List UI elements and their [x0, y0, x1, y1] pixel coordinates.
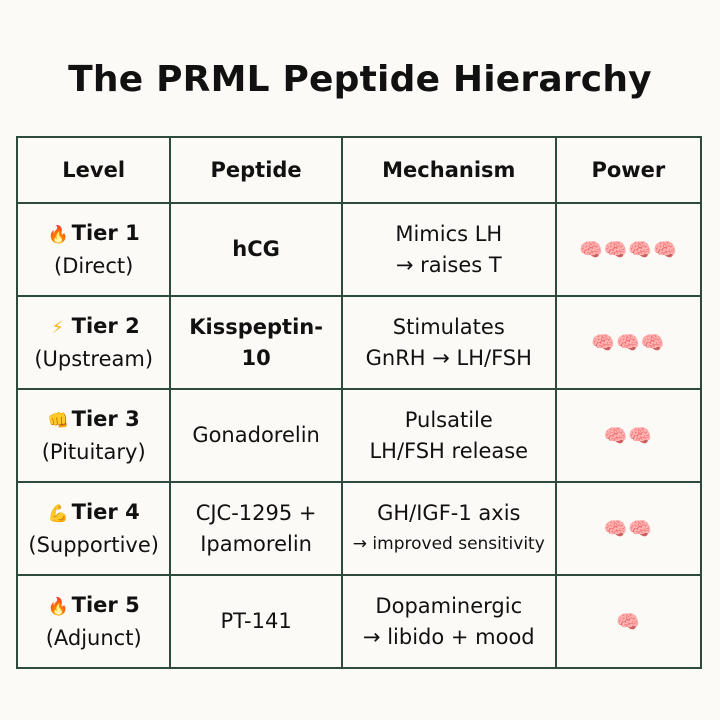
brain-icon: 🧠 — [616, 610, 641, 633]
level-cell: ⚡ Tier 2 (Upstream) — [15, 295, 172, 390]
brain-icon: 🧠 — [628, 517, 654, 540]
peptide-name-2: Ipamorelin — [200, 531, 312, 556]
brain-icons: 🧠🧠🧠🧠 — [579, 239, 678, 261]
brain-icon: 🧠 — [603, 238, 629, 261]
fire-icon: 🔥 — [47, 224, 69, 245]
table-row: 💪 Tier 4 (Supportive) CJC-1295 + Ipamorel… — [15, 481, 703, 576]
peptide-cell: hCG — [169, 202, 343, 297]
mechanism-line-1: Mimics LH — [395, 221, 503, 246]
mechanism-cell: GH/IGF-1 axis → improved sensitivity — [340, 481, 557, 576]
peptide-name: Gonadorelin — [192, 423, 320, 447]
brain-icon: 🧠 — [591, 331, 617, 354]
flexed-arm-icon: 💪 — [47, 503, 69, 524]
brain-icon: 🧠 — [640, 331, 666, 354]
peptide-cell: CJC-1295 + Ipamorelin — [169, 481, 343, 576]
table-row: 🔥 Tier 5 (Adjunct) PT-141 Dopaminergic → … — [15, 574, 703, 669]
peptide-cell: Gonadorelin — [169, 388, 343, 483]
power-cell: 🧠 — [554, 574, 703, 669]
mechanism-line-2: GnRH → LH/FSH — [365, 345, 532, 370]
brain-icons: 🧠🧠🧠 — [591, 332, 665, 354]
mechanism-line-2: → raises T — [395, 252, 502, 277]
mechanism-cell: Pulsatile LH/FSH release — [340, 388, 557, 483]
mechanism-cell: Dopaminergic → libido + mood — [340, 574, 557, 669]
brain-icons: 🧠 — [616, 611, 641, 633]
power-cell: 🧠🧠🧠🧠 — [554, 202, 703, 297]
mechanism-line-1: Pulsatile — [404, 407, 493, 432]
brain-icon: 🧠 — [628, 424, 654, 447]
mechanism-cell: Stimulates GnRH → LH/FSH — [340, 295, 557, 390]
table-header-row: Level Peptide Mechanism Power — [15, 136, 703, 204]
mechanism-line-2: → libido + mood — [362, 624, 535, 649]
brain-icon: 🧠 — [579, 238, 604, 261]
brain-icon: 🧠 — [653, 238, 678, 261]
power-cell: 🧠🧠 — [554, 481, 703, 576]
level-cell: 🔥 Tier 1 (Direct) — [15, 202, 172, 297]
brain-icons: 🧠🧠 — [604, 518, 653, 540]
mechanism-line-1: Dopaminergic — [375, 593, 523, 618]
header-mechanism: Mechanism — [340, 136, 557, 204]
lightning-icon: ⚡ — [51, 317, 64, 338]
tier-label: Tier 5 — [71, 592, 140, 617]
brain-icon: 🧠 — [628, 238, 654, 261]
tier-sub: (Upstream) — [34, 346, 154, 371]
peptide-name: hCG — [232, 237, 280, 261]
level-cell: 💪 Tier 4 (Supportive) — [15, 481, 172, 576]
peptide-name: Kisspeptin-10 — [189, 314, 323, 370]
tier-sub: (Pituitary) — [41, 439, 146, 464]
header-level: Level — [15, 136, 172, 204]
tier-label: Tier 1 — [71, 220, 140, 245]
brain-icon: 🧠 — [603, 424, 629, 447]
table-row: ⚡ Tier 2 (Upstream) Kisspeptin-10 Stimula… — [15, 295, 703, 390]
level-cell: 👊 Tier 3 (Pituitary) — [15, 388, 172, 483]
peptide-cell: Kisspeptin-10 — [169, 295, 343, 390]
tier-label: Tier 3 — [71, 406, 140, 431]
tier-sub: (Direct) — [54, 253, 134, 278]
mechanism-line-1: GH/IGF-1 axis — [377, 500, 521, 525]
mechanism-line-2: → improved sensitivity — [352, 533, 545, 554]
table-row: 🔥 Tier 1 (Direct) hCG Mimics LH → raises … — [15, 202, 703, 297]
fist-icon: 👊 — [47, 410, 69, 431]
table-row: 👊 Tier 3 (Pituitary) Gonadorelin Pulsatil… — [15, 388, 703, 483]
peptide-name: PT-141 — [220, 609, 292, 633]
peptide-cell: PT-141 — [169, 574, 343, 669]
mechanism-cell: Mimics LH → raises T — [340, 202, 557, 297]
header-peptide: Peptide — [169, 136, 343, 204]
level-cell: 🔥 Tier 5 (Adjunct) — [15, 574, 172, 669]
tier-label: Tier 2 — [71, 313, 140, 338]
tier-sub: (Adjunct) — [45, 625, 142, 650]
mechanism-line-1: Stimulates — [392, 314, 505, 339]
tier-label: Tier 4 — [71, 499, 140, 524]
power-cell: 🧠🧠 — [554, 388, 703, 483]
brain-icon: 🧠 — [603, 517, 629, 540]
brain-icons: 🧠🧠 — [604, 425, 653, 447]
fire-icon: 🔥 — [47, 596, 69, 617]
page-title: The PRML Peptide Hierarchy — [68, 59, 652, 100]
hierarchy-table: Level Peptide Mechanism Power 🔥 Tier 1 (D… — [15, 136, 703, 669]
peptide-name: CJC-1295 + — [195, 500, 317, 525]
power-cell: 🧠🧠🧠 — [554, 295, 703, 390]
mechanism-line-2: LH/FSH release — [369, 438, 529, 463]
tier-sub: (Supportive) — [28, 532, 159, 557]
brain-icon: 🧠 — [616, 331, 641, 354]
header-power: Power — [554, 136, 703, 204]
